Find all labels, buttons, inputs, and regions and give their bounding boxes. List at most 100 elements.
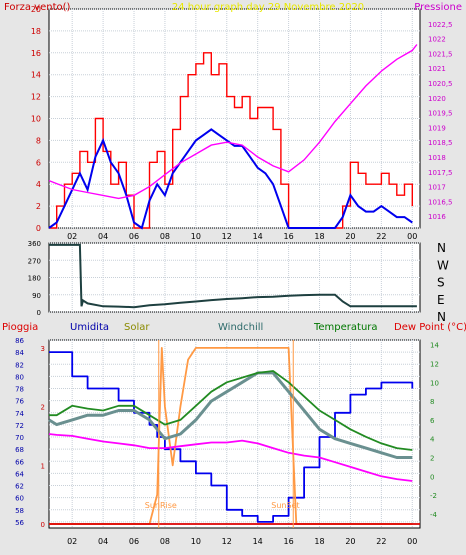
humidity-tick-label: 56	[15, 519, 24, 527]
humidity-tick-label: 76	[15, 398, 24, 406]
x-tick-label: 04	[98, 232, 108, 241]
legend-3: Windchill	[218, 322, 263, 333]
y-tick-label: 2	[36, 202, 41, 211]
compass-label: E	[437, 293, 445, 307]
y-tick-label: 20	[31, 5, 41, 14]
humidity-tick-label: 62	[15, 483, 24, 491]
chart-title: 24 hour graph day 29 Novembre 2020	[172, 2, 364, 13]
compass-label: N	[437, 241, 446, 255]
temperature-tick-label: 0	[430, 473, 434, 481]
humidity-tick-label: 72	[15, 422, 24, 430]
y2-tick-label: 1021	[428, 65, 446, 73]
legend-4: Temperatura	[313, 322, 378, 333]
rain-tick-label: 0	[41, 521, 45, 529]
y2-tick-label: 1018	[428, 154, 446, 162]
temperature-tick-label: 4	[430, 436, 435, 444]
x-tick-label: 10	[191, 232, 201, 241]
sunrise-label: SunRise	[145, 501, 177, 510]
x-tick-label: 02	[67, 537, 77, 546]
wind-axis-title: Forza vento()	[4, 2, 71, 13]
compass-label: S	[437, 276, 445, 290]
y2-tick-label: 1021,5	[428, 50, 453, 58]
x-tick-label: 04	[98, 537, 108, 546]
y2-tick-label: 1017	[428, 184, 446, 192]
temperature-tick-label: 6	[430, 417, 435, 425]
y-tick-label: 8	[36, 136, 41, 145]
humidity-tick-label: 86	[15, 337, 24, 345]
temperature-tick-label: 10	[430, 379, 439, 387]
humidity-tick-label: 64	[15, 470, 24, 478]
plot-area-wind	[48, 8, 421, 229]
y2-tick-label: 1016,5	[428, 198, 453, 206]
wind-direction-line	[49, 243, 417, 309]
humidity-tick-label: 74	[15, 410, 24, 418]
x-tick-label: 12	[222, 537, 232, 546]
temperature-tick-label: 2	[430, 455, 434, 463]
x-tick-label: 10	[191, 537, 201, 546]
legend-2: Solar	[124, 322, 150, 333]
y-tick-label: 12	[31, 93, 41, 102]
y2-tick-label: 1016	[428, 213, 446, 221]
y-tick-label: 16	[31, 49, 41, 58]
x-tick-label: 16	[284, 232, 294, 241]
x-tick-label: 20	[345, 537, 355, 546]
temperature-tick-label: -2	[430, 492, 437, 500]
rain-tick-label: 3	[41, 345, 45, 353]
x-tick-label: 20	[345, 232, 355, 241]
y-tick-label: 10	[31, 115, 41, 124]
temperature-tick-label: 12	[430, 361, 439, 369]
sunset-label: SunSet	[271, 501, 299, 510]
direction-tick-label: 360	[28, 240, 41, 248]
x-tick-label: 22	[376, 537, 386, 546]
x-tick-label: 08	[160, 537, 170, 546]
y-tick-label: 4	[36, 180, 41, 189]
humidity-tick-label: 82	[15, 361, 24, 369]
rain-tick-label: 1	[41, 462, 45, 470]
x-tick-label: 00	[407, 537, 417, 546]
y2-tick-label: 1018,5	[428, 139, 453, 147]
x-tick-label: 14	[253, 232, 263, 241]
direction-tick-label: 270	[28, 257, 41, 265]
temperature-tick-label: 14	[430, 342, 439, 350]
dewpoint-line	[48, 433, 413, 482]
y-tick-label: 18	[31, 27, 41, 36]
x-tick-label: 00	[407, 232, 417, 241]
compass-label: W	[437, 258, 449, 272]
y-tick-label: 14	[31, 71, 41, 80]
legend-1: Umidita	[70, 322, 109, 333]
y2-tick-label: 1017,5	[428, 169, 453, 177]
humidity-line	[49, 351, 414, 523]
humidity-tick-label: 78	[15, 386, 24, 394]
humidity-tick-label: 58	[15, 507, 24, 515]
x-tick-label: 18	[314, 232, 324, 241]
x-tick-label: 08	[160, 232, 170, 241]
plot-area-direction	[48, 242, 421, 313]
direction-tick-label: 0	[37, 309, 41, 317]
temperature-tick-label: -4	[430, 511, 438, 519]
humidity-tick-label: 66	[15, 458, 24, 466]
y2-tick-label: 1020,5	[428, 80, 453, 88]
x-tick-label: 18	[314, 537, 324, 546]
y-tick-label: 6	[36, 158, 41, 167]
x-tick-label: 16	[284, 537, 294, 546]
x-tick-label: 02	[67, 232, 77, 241]
humidity-tick-label: 60	[15, 495, 24, 503]
x-tick-label: 06	[129, 537, 139, 546]
temperature-line	[49, 370, 413, 451]
pressure-axis-title: Pressione	[414, 2, 462, 13]
y2-tick-label: 1022,5	[428, 21, 453, 29]
humidity-tick-label: 80	[15, 373, 24, 381]
humidity-tick-label: 70	[15, 434, 24, 442]
x-tick-label: 06	[129, 232, 139, 241]
compass-label: N	[437, 310, 446, 324]
humidity-tick-label: 68	[15, 446, 24, 454]
legend-0: Pioggia	[2, 322, 38, 333]
rain-tick-label: 2	[41, 404, 45, 412]
direction-tick-label: 180	[28, 275, 41, 283]
direction-tick-label: 90	[32, 292, 41, 300]
windchill-line	[48, 371, 413, 459]
y2-tick-label: 1019	[428, 124, 446, 132]
x-tick-label: 14	[253, 537, 263, 546]
wind-gust-line	[49, 52, 413, 229]
